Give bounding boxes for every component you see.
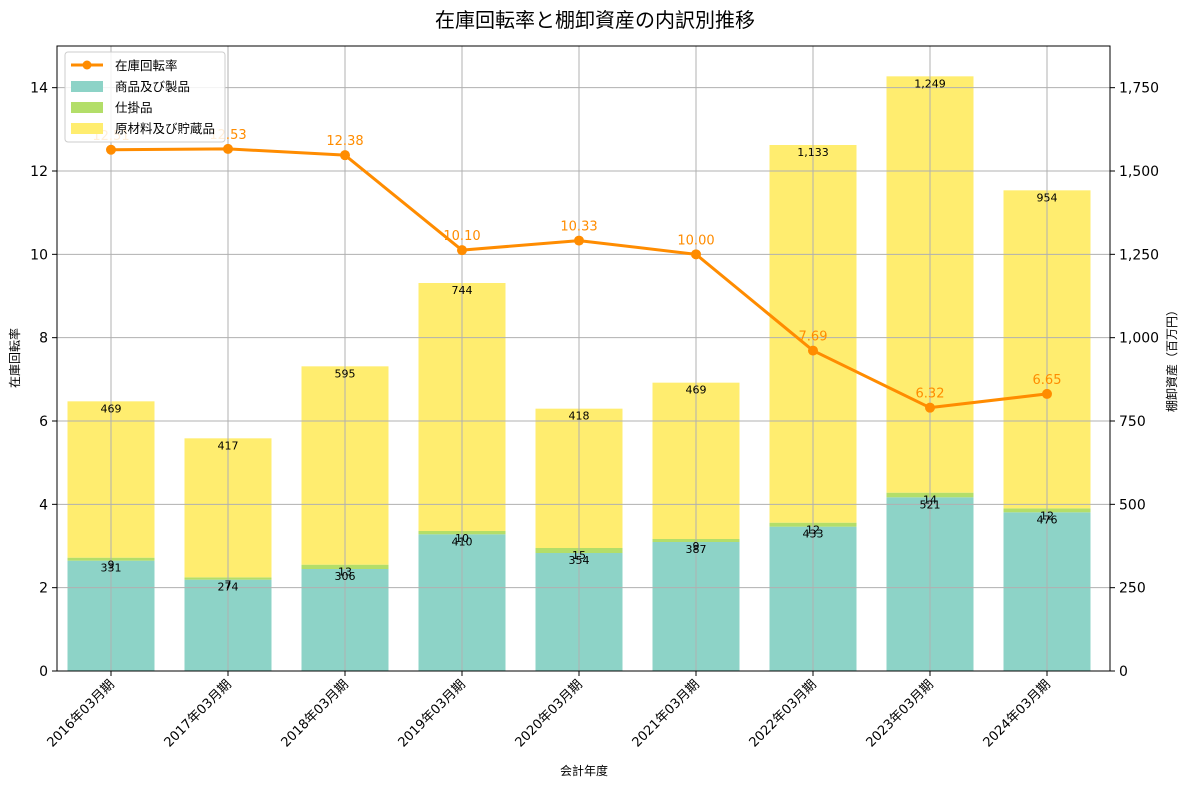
legend-item-materials: 原材料及び貯蔵品	[71, 121, 215, 136]
x-axis-label: 会計年度	[560, 763, 608, 778]
bar-value-label: 1,249	[914, 77, 946, 90]
legend-label: 原材料及び貯蔵品	[115, 121, 215, 136]
bar-value-label: 476	[1037, 513, 1058, 526]
bar-value-label: 410	[452, 535, 473, 548]
x-tick-label: 2018年03月期	[279, 677, 352, 750]
x-tick-label: 2020年03月期	[513, 677, 586, 750]
bar-value-label: 9	[693, 540, 700, 553]
turnover-value-label: 10.10	[443, 229, 480, 244]
turnover-value-label: 10.33	[560, 220, 597, 235]
bar-value-labels: 3319469274741730613595410107443541541838…	[101, 77, 1058, 593]
turnover-marker	[808, 345, 818, 356]
y-left-tick-label: 8	[39, 331, 48, 347]
y-left-tick-label: 0	[39, 664, 48, 680]
legend-patch-swatch	[71, 81, 103, 92]
y-right-tick-label: 0	[1119, 664, 1128, 680]
x-tick-label: 2021年03月期	[630, 677, 703, 750]
bar-value-label: 521	[920, 498, 941, 511]
legend-marker-swatch	[82, 60, 92, 70]
bar-value-label: 274	[218, 581, 239, 594]
plot-frame	[56, 45, 1111, 672]
legend-patch-swatch	[71, 102, 103, 113]
bar-value-label: 954	[1037, 191, 1058, 204]
x-tick-label: 2017年03月期	[162, 677, 235, 750]
legend-label: 在庫回転率	[115, 58, 178, 73]
bar-value-label: 12	[1040, 509, 1054, 522]
turnover-marker	[574, 235, 584, 246]
bar-value-label: 13	[338, 566, 352, 579]
y-left-tick-label: 6	[39, 414, 48, 430]
bar-value-label: 9	[108, 559, 115, 572]
turnover-value-label: 10.00	[677, 233, 714, 248]
y-axis-left-label: 在庫回転率	[7, 328, 22, 388]
turnover-value-label: 12.38	[326, 134, 363, 149]
y-right-tick-label: 1,500	[1119, 164, 1159, 180]
bar-value-label: 331	[101, 562, 122, 575]
turnover-marker	[457, 245, 467, 256]
legend-label: 仕掛品	[115, 100, 153, 115]
turnover-marker	[925, 402, 935, 413]
y-left-tick-label: 12	[30, 164, 48, 180]
bar-value-label: 595	[335, 367, 356, 380]
y-left-tick-label: 14	[30, 81, 48, 97]
bar-value-label: 7	[225, 578, 232, 591]
bar-value-label: 12	[806, 524, 820, 537]
bar-value-label: 744	[452, 284, 473, 297]
turnover-marker	[340, 150, 350, 161]
turnover-marker	[223, 143, 233, 154]
x-tick-label: 2022年03月期	[747, 677, 820, 750]
bar-value-label: 306	[335, 570, 356, 583]
x-tick-label: 2023年03月期	[864, 677, 937, 750]
y-right-tick-label: 250	[1119, 581, 1146, 597]
legend-label: 商品及び製品	[115, 79, 190, 94]
y-left-tick-label: 4	[39, 497, 48, 513]
y-right-tick-label: 500	[1119, 497, 1146, 513]
bar-value-label: 387	[686, 543, 707, 556]
bar-value-label: 417	[218, 439, 239, 452]
bar-value-label: 469	[101, 402, 122, 415]
bar-value-label: 418	[569, 410, 590, 423]
legend-box	[64, 51, 226, 143]
bar-value-label: 469	[686, 384, 707, 397]
y-right-tick-label: 750	[1119, 414, 1146, 430]
chart-title: 在庫回転率と棚卸資産の内訳別推移	[435, 8, 755, 32]
y-left-tick-label: 2	[39, 581, 48, 597]
bar-value-label: 1,133	[797, 146, 829, 159]
bar-value-label: 354	[569, 554, 590, 567]
bar-value-label: 10	[455, 532, 469, 545]
bar-value-label: 433	[803, 528, 824, 541]
legend-item-turnover: 在庫回転率	[71, 58, 178, 73]
y-right-tick-label: 1,250	[1119, 247, 1159, 263]
x-tick-label: 2016年03月期	[45, 677, 118, 750]
turnover-value-label: 6.65	[1033, 373, 1062, 388]
turnover-marker	[1042, 388, 1052, 399]
y-axis-right-label: 棚卸資産（百万円）	[1164, 304, 1179, 412]
bar-value-label: 14	[923, 494, 937, 507]
x-tick-label: 2019年03月期	[396, 677, 469, 750]
x-tick-label: 2024年03月期	[981, 677, 1054, 750]
bar-value-label: 15	[572, 549, 586, 562]
y-right-tick-label: 1,000	[1119, 331, 1159, 347]
grid-lines	[57, 46, 1110, 672]
legend-patch-swatch	[71, 123, 103, 134]
turnover-value-label: 7.69	[799, 330, 828, 345]
turnover-marker	[691, 249, 701, 260]
legend-item-wip: 仕掛品	[71, 100, 153, 115]
legend-item-products: 商品及び製品	[71, 79, 190, 94]
y-right-tick-label: 1,750	[1119, 81, 1159, 97]
turnover-marker	[106, 144, 116, 155]
y-left-tick-label: 10	[30, 247, 48, 263]
turnover-value-label: 6.32	[916, 387, 945, 402]
